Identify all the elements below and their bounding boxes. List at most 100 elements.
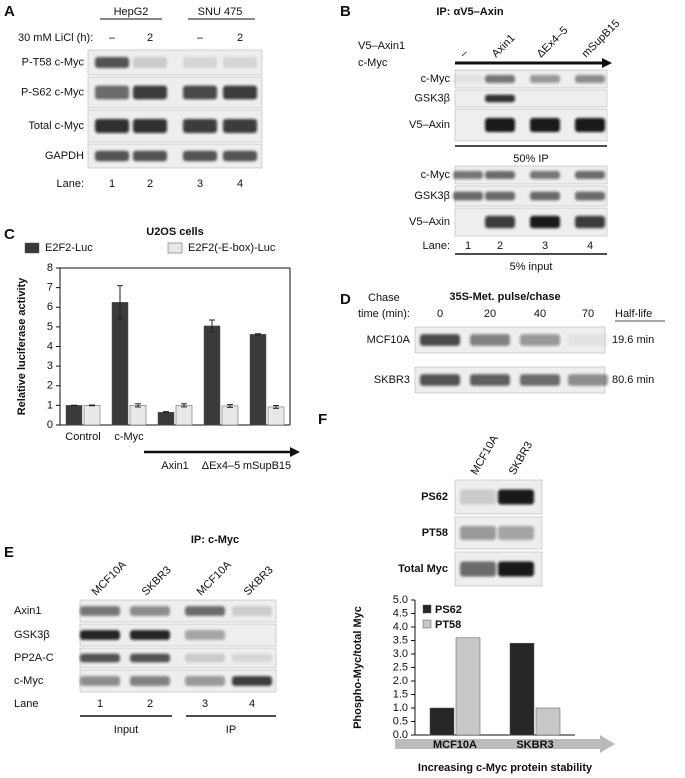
x-tick-label: SKBR3: [516, 739, 553, 751]
bar: [249, 334, 267, 426]
x-tick-label: c-Myc: [114, 431, 144, 443]
blot-band: [520, 334, 560, 346]
legend-label: PS62: [435, 604, 462, 616]
half-life: 80.6 min: [612, 374, 654, 386]
blot-band: [223, 150, 257, 162]
y-tick-label: 2: [47, 380, 53, 392]
x-tick-label: ΔEx4–5: [202, 460, 241, 472]
blot-band: [575, 215, 605, 229]
blot-band: [185, 653, 225, 663]
column-label: ΔEx4–5: [535, 24, 571, 60]
lane-number: 3: [202, 698, 208, 710]
error-bar: [89, 404, 95, 407]
blot-band: [80, 630, 120, 640]
blot-band: [95, 85, 129, 100]
row-label: PP2A-C: [14, 652, 54, 664]
blot-band: [530, 191, 560, 201]
column-label: Axin1: [490, 32, 518, 60]
column-label: SKBR3: [140, 564, 174, 598]
blot-band: [80, 653, 120, 663]
blot-band: [232, 606, 272, 616]
blot-band: [130, 630, 170, 640]
y-tick-label: 1: [47, 399, 53, 411]
arrow-head: [602, 58, 612, 68]
panel-label: B: [340, 3, 351, 20]
row-label: GSK3β: [414, 190, 450, 202]
blot-band: [530, 171, 560, 179]
error-bar: [181, 403, 187, 408]
blot-band: [80, 606, 120, 616]
row-label: PS62: [421, 491, 448, 503]
row-label: c-Myc: [14, 675, 44, 687]
error-bar: [255, 333, 261, 336]
bar: [157, 411, 175, 426]
blot-band: [460, 525, 496, 541]
y-tick-label: 4: [47, 340, 53, 352]
y-tick-label: 3.5: [393, 634, 408, 646]
blot-band: [420, 334, 460, 346]
blot-band: [183, 85, 217, 100]
error-bar: [117, 285, 123, 320]
group-label: Input: [114, 724, 138, 736]
blot-band: [575, 117, 605, 133]
bar: [203, 325, 221, 426]
blot-band: [568, 334, 608, 346]
error-bar: [135, 403, 141, 408]
bar: [267, 406, 285, 426]
x-tick-label: Axin1: [161, 460, 189, 472]
time: 40: [534, 308, 546, 320]
cell-line: HepG2: [114, 6, 149, 18]
y-axis-label: Relative luciferase activity: [16, 277, 28, 415]
lane-number: 1: [109, 178, 115, 190]
error-bar: [273, 405, 279, 409]
time: 0: [437, 308, 443, 320]
panel-label: F: [318, 411, 327, 428]
panel-label: C: [4, 226, 15, 243]
legend-swatch: [422, 604, 432, 614]
blot-band: [183, 57, 217, 68]
blot-band: [95, 57, 129, 68]
panel-title: 35S-Met. pulse/chase: [449, 291, 560, 303]
lane-number: 3: [542, 240, 548, 252]
blot-band: [223, 57, 257, 68]
blot-band: [575, 191, 605, 201]
blot-band: [133, 85, 167, 100]
lane-number: 2: [147, 178, 153, 190]
row-label: GAPDH: [45, 150, 84, 162]
column-label: –: [458, 47, 471, 60]
lane-number: 4: [249, 698, 255, 710]
panel-title: IP: c-Myc: [191, 534, 239, 546]
row-label: c-Myc: [421, 169, 451, 181]
caption: 5% input: [510, 261, 553, 273]
panel-label: E: [4, 544, 14, 561]
blot-band: [530, 117, 560, 133]
blot-strip: [454, 89, 608, 108]
bar: [455, 637, 481, 736]
blot-band: [185, 676, 225, 686]
row-label: c-Myc: [421, 73, 451, 85]
blot-band: [485, 171, 515, 179]
x-tick-label: Control: [65, 431, 100, 443]
row-label: SKBR3: [374, 374, 410, 386]
group-label: IP: [226, 724, 236, 736]
bar: [83, 405, 101, 426]
row-label: PT58: [422, 527, 448, 539]
row-label: V5–Axin: [409, 216, 450, 228]
bar: [111, 302, 129, 426]
blot-band: [420, 374, 460, 386]
lane-number: 1: [465, 240, 471, 252]
lane-number: 3: [197, 178, 203, 190]
blot-band: [470, 334, 510, 346]
y-tick-label: 0.0: [393, 729, 408, 741]
legend-swatch: [24, 242, 40, 254]
half-life-header: Half-life: [615, 308, 652, 320]
y-tick-label: 5: [47, 321, 53, 333]
blot-band: [130, 606, 170, 616]
blot-band: [185, 606, 225, 616]
row-label: GSK3β: [14, 629, 50, 641]
y-tick-label: 8: [47, 262, 53, 274]
y-tick-label: 1.5: [393, 688, 408, 700]
blot-band: [223, 85, 257, 100]
legend-swatch: [422, 619, 432, 629]
lane-number: 2: [497, 240, 503, 252]
